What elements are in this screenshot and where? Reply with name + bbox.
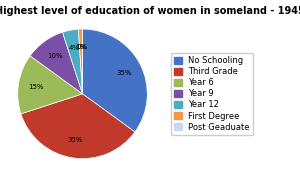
Wedge shape — [62, 29, 82, 94]
Wedge shape — [82, 29, 147, 132]
Text: Highest level of education of women in someland - 1945: Highest level of education of women in s… — [0, 6, 300, 15]
Text: 35%: 35% — [116, 70, 132, 76]
Wedge shape — [21, 94, 135, 159]
Wedge shape — [18, 56, 83, 114]
Text: 15%: 15% — [29, 84, 44, 90]
Text: 1%: 1% — [76, 44, 87, 50]
Text: 0%: 0% — [77, 44, 88, 50]
Text: 10%: 10% — [47, 53, 63, 59]
Text: 35%: 35% — [68, 137, 83, 143]
Wedge shape — [30, 32, 82, 94]
Legend: No Schooling, Third Grade, Year 6, Year 9, Year 12, First Degree, Post Geaduate: No Schooling, Third Grade, Year 6, Year … — [171, 53, 253, 135]
Text: 4%: 4% — [68, 45, 79, 51]
Wedge shape — [78, 29, 82, 94]
